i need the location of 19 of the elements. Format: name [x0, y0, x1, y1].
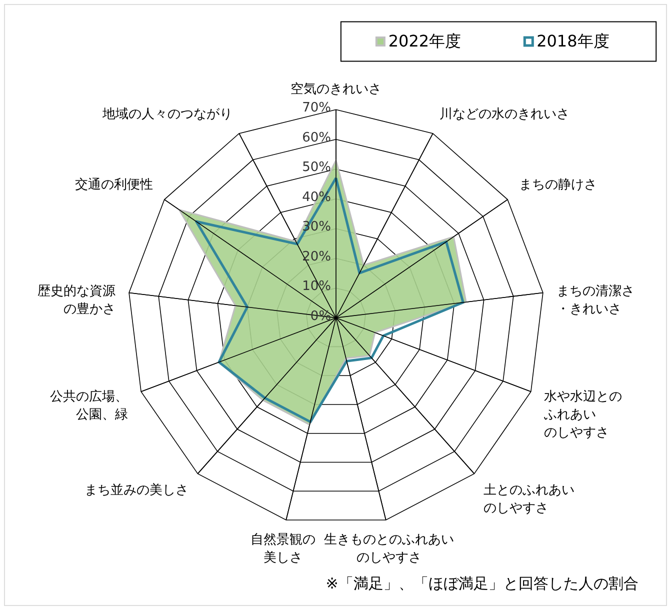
spoke-label: まちの清潔さ・きれいさ — [556, 284, 635, 318]
text: ※「満足」、「ほぼ満足」と回答した人の割合 — [326, 574, 638, 592]
y-tick-label: 70% — [302, 100, 332, 116]
spoke-label: 土とのふれあいのしやすさ — [483, 483, 574, 516]
spoke-label: 地域の人々のつながり — [102, 107, 233, 122]
spoke-label: 自然景観の美しさ — [250, 532, 316, 566]
spoke-label: まちの静けさ — [518, 178, 597, 193]
spoke-label: 歴史的な資源の豊かさ — [37, 284, 116, 318]
spoke-label: まち並みの美しさ — [84, 482, 189, 498]
spoke-label: 水や水辺とのふれあいのしやすさ — [542, 390, 622, 441]
spoke-label: 空気のきれいさ — [290, 82, 382, 97]
spoke-label: 公共の広場、公園、緑 — [50, 388, 128, 423]
y-tick-label: 60% — [302, 130, 332, 146]
spoke-label: 川などの水のきれいさ — [439, 107, 570, 122]
spoke-label: 生きものとのふれあいのしやすさ — [324, 532, 454, 566]
y-tick-label: 50% — [302, 160, 332, 176]
legend-label: 2018年度 — [536, 32, 610, 50]
spoke-label: 交通の利便性 — [75, 176, 154, 193]
legend-label: 2022年度 — [388, 32, 462, 50]
